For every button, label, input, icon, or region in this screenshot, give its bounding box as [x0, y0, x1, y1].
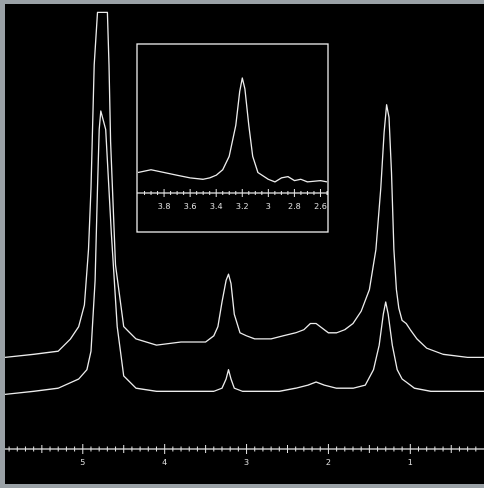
inset-tick-label: 3.2 — [236, 202, 249, 211]
main-x-axis: 5 4 3 2 1 — [5, 444, 484, 467]
inset-chart: 3.8 3.6 3.4 3.2 3 2.8 2.6 — [136, 43, 329, 233]
main-tick-label: 5 — [80, 458, 85, 467]
spectrum-trace-1 — [5, 110, 484, 396]
inset-tick-label: 2.6 — [314, 202, 327, 211]
main-tick-label: 1 — [408, 458, 413, 467]
inset-tick-label: 3 — [266, 202, 271, 211]
inset-x-axis: 3.8 3.6 3.4 3.2 3 2.8 2.6 — [137, 189, 328, 211]
main-traces — [5, 11, 484, 396]
inset-tick-label: 3.4 — [210, 202, 223, 211]
inset-traces — [137, 77, 328, 183]
inset-tick-label: 3.8 — [158, 202, 171, 211]
inset-tick-label: 3.6 — [184, 202, 197, 211]
inset-tick-label: 2.8 — [288, 202, 301, 211]
main-tick-label: 3 — [244, 458, 249, 467]
spectrum-trace-2 — [5, 11, 484, 359]
main-tick-label: 2 — [326, 458, 331, 467]
inset-trace-1 — [137, 77, 328, 183]
spectrum-chart: 5 4 3 2 1 — [5, 11, 484, 467]
spectrum-plot-area: 5 4 3 2 1 3.8 3.6 3.4 3.2 3 2.8 2.6 — [5, 4, 484, 484]
main-tick-label: 4 — [162, 458, 167, 467]
